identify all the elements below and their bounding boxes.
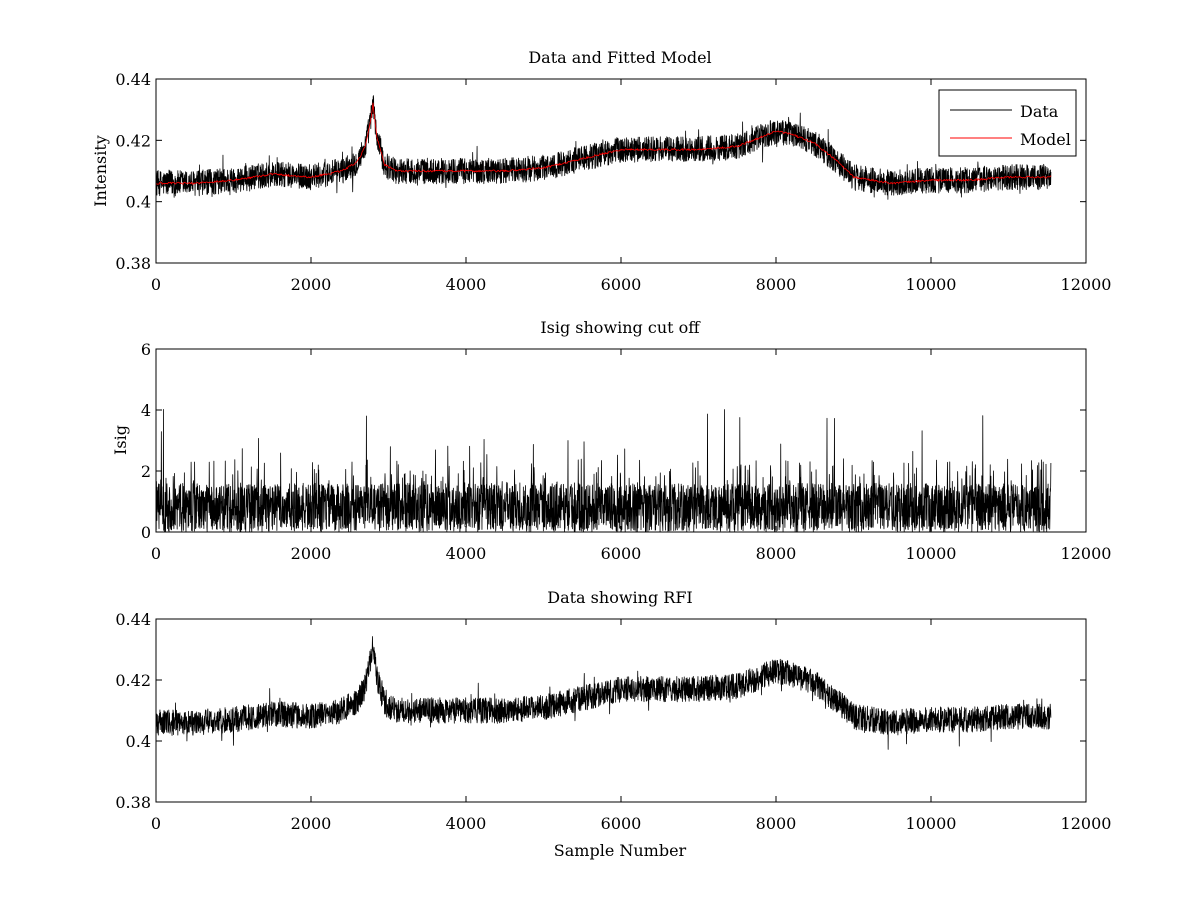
panel-title: Data and Fitted Model [528,48,711,67]
y-tick-label: 4 [141,401,151,420]
panel-title: Isig showing cut off [540,318,701,337]
y-tick-label: 0.4 [126,193,151,212]
x-tick-label: 8000 [756,275,797,294]
x-tick-label: 10000 [906,814,957,833]
legend-label-data: Data [1020,102,1059,121]
series-line-data [156,636,1052,750]
x-tick-label: 6000 [601,814,642,833]
y-tick-label: 0.38 [115,254,151,273]
x-tick-label: 0 [151,275,161,294]
x-tick-label: 2000 [291,275,332,294]
panel-title: Data showing RFI [547,588,692,607]
x-tick-label: 6000 [601,275,642,294]
series-line-isig [156,409,1052,532]
axes-frame [155,618,1087,803]
x-tick-label: 4000 [446,544,487,563]
x-tick-label: 6000 [601,544,642,563]
plot-area [156,95,1052,200]
axes-frame [155,78,1087,264]
y-tick-label: 0.42 [115,671,151,690]
x-tick-label: 12000 [1061,275,1112,294]
y-tick-label: 0 [141,523,151,542]
legend: Data Model [938,89,1077,157]
x-axis-label: Sample Number [554,841,687,860]
y-axis-label: Intensity [91,135,110,207]
y-tick-label: 0.42 [115,131,151,150]
y-tick-label: 2 [141,462,151,481]
plot-area [156,409,1052,532]
x-tick-label: 2000 [291,544,332,563]
y-axis-label: Isig [111,425,130,455]
x-tick-label: 4000 [446,814,487,833]
panel-isig: Isig showing cut off Isig 0 2000 4000 6000 8… [111,318,1111,563]
x-tick-label: 4000 [446,275,487,294]
x-tick-label: 10000 [906,544,957,563]
x-tick-label: 0 [151,544,161,563]
x-tick-label: 12000 [1061,814,1112,833]
panel-data-and-model: Data and Fitted Model Intensity 0 2000 400… [91,48,1111,294]
x-tick-label: 8000 [756,814,797,833]
y-tick-label: 0.4 [126,732,151,751]
ticks-group: 0 2000 4000 6000 8000 10000 12000 0.38 0.4 0.42 0.… [115,70,1111,294]
y-tick-label: 0.38 [115,793,151,812]
ticks-group: 0 2000 4000 6000 8000 10000 12000 0.38 0.4 0.42 0.… [115,610,1111,833]
y-tick-label: 0.44 [115,610,151,629]
x-tick-label: 8000 [756,544,797,563]
series-line-data [156,95,1052,200]
y-tick-label: 6 [141,340,151,359]
x-tick-label: 10000 [906,275,957,294]
axes-frame [155,348,1087,533]
panel-data-rfi: Data showing RFI 0 2000 4000 6000 8000 10000 1… [115,588,1111,860]
x-tick-label: 12000 [1061,544,1112,563]
y-tick-label: 0.44 [115,70,151,89]
series-line-model [156,102,1052,185]
legend-label-model: Model [1020,130,1071,149]
x-tick-label: 0 [151,814,161,833]
legend-box [938,89,1077,157]
plot-area [156,636,1052,750]
x-tick-label: 2000 [291,814,332,833]
ticks-group: 0 2000 4000 6000 8000 10000 12000 0 2 4 6 [141,340,1112,563]
